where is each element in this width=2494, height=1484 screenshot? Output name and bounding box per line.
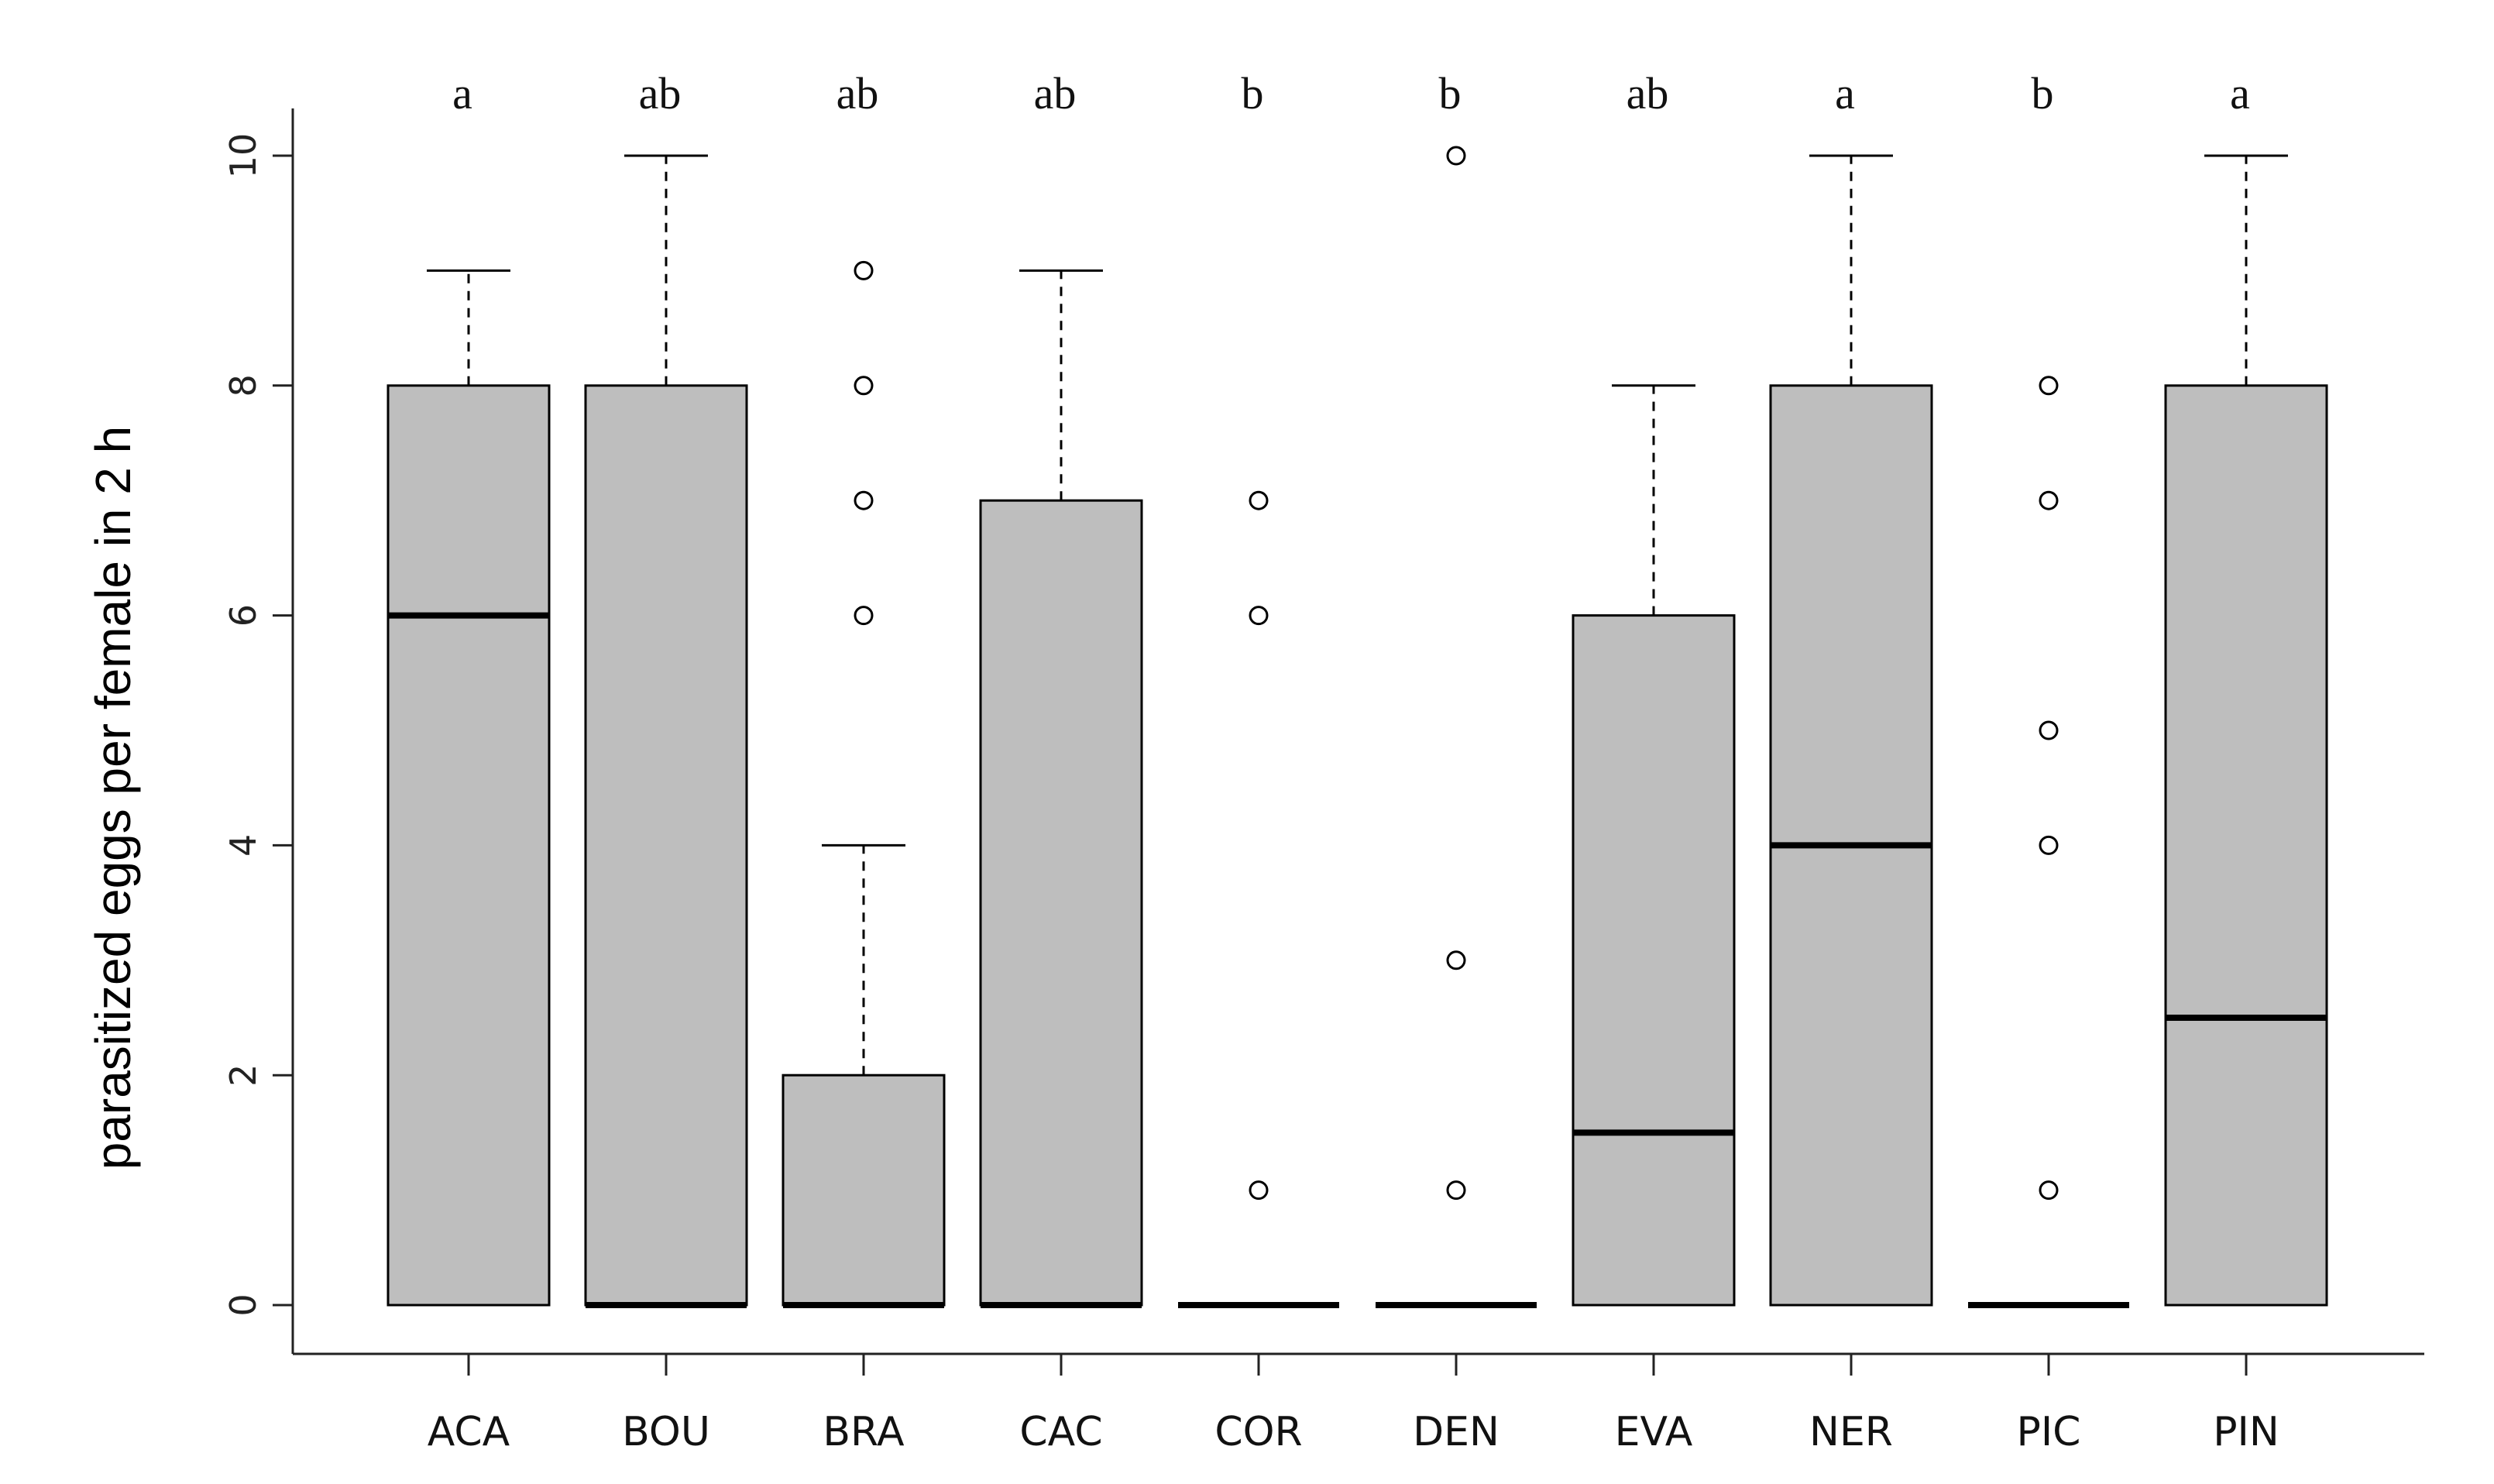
box-aca: [386, 269, 551, 1307]
x-tick-label: NER: [1809, 1409, 1893, 1455]
significance-letter: ab: [1627, 68, 1669, 119]
box-ner: [1769, 154, 1933, 1307]
outlier-point: [2039, 490, 2059, 510]
box-body: [979, 499, 1143, 1307]
box-body: [782, 1073, 946, 1307]
box-body: [1572, 614, 1736, 1307]
y-tick-label: 6: [222, 604, 264, 627]
x-tick-label: COR: [1214, 1409, 1302, 1455]
outlier-point: [2039, 1180, 2059, 1201]
box-pic: [1968, 376, 2129, 1308]
y-tick-label: 2: [222, 1064, 264, 1087]
box-cor: [1178, 490, 1339, 1308]
outlier-point: [1249, 1180, 1269, 1201]
box-bou: [584, 154, 748, 1308]
labels: ACA a BOU ab BRA ab CAC ab COR b DEN b EVA ab NER a PIC b…: [428, 68, 2279, 1455]
box-body: [584, 384, 748, 1307]
outlier-point: [854, 376, 874, 396]
outlier-point: [2039, 835, 2059, 855]
y-tick-label: 0: [222, 1293, 264, 1316]
outlier-point: [1249, 606, 1269, 626]
box-cac: [979, 269, 1143, 1308]
x-tick-label: PIC: [2016, 1409, 2080, 1455]
x-tick-label: BOU: [622, 1409, 710, 1455]
x-tick-label: BRA: [823, 1409, 905, 1455]
outlier-point: [1249, 490, 1269, 510]
x-tick-label: ACA: [428, 1409, 510, 1455]
y-tick-label: 4: [222, 834, 264, 857]
significance-letter: ab: [1034, 68, 1077, 119]
boxes: [386, 146, 2328, 1308]
significance-letter: b: [2032, 68, 2054, 119]
y-axis-label: parasitized eggs per female in 2 h: [85, 426, 141, 1170]
significance-letter: a: [452, 68, 472, 119]
significance-letter: b: [1242, 68, 1264, 119]
axes: 0 2 4 6 8 10: [222, 108, 2424, 1376]
significance-letter: ab: [836, 68, 879, 119]
box-bra: [782, 260, 946, 1308]
x-tick-label: PIN: [2213, 1409, 2279, 1455]
box-den: [1376, 146, 1537, 1308]
outlier-point: [2039, 376, 2059, 396]
outlier-point: [1446, 1180, 1466, 1201]
y-tick-label: 8: [222, 374, 264, 397]
outlier-point: [854, 260, 874, 280]
outlier-point: [854, 606, 874, 626]
outlier-point: [854, 490, 874, 510]
significance-letter: ab: [639, 68, 682, 119]
box-body: [2164, 384, 2328, 1307]
y-tick-label: 10: [222, 133, 264, 179]
x-tick-label: EVA: [1615, 1409, 1693, 1455]
x-tick-label: DEN: [1413, 1409, 1499, 1455]
outlier-point: [1446, 146, 1466, 166]
significance-letter: b: [1439, 68, 1462, 119]
outlier-point: [2039, 720, 2059, 740]
box-pin: [2164, 154, 2328, 1307]
x-tick-label: CAC: [1019, 1409, 1102, 1455]
significance-letter: a: [2230, 68, 2250, 119]
box-eva: [1572, 384, 1736, 1307]
box-body: [386, 384, 551, 1307]
outlier-point: [1446, 950, 1466, 970]
significance-letter: a: [1835, 68, 1855, 119]
